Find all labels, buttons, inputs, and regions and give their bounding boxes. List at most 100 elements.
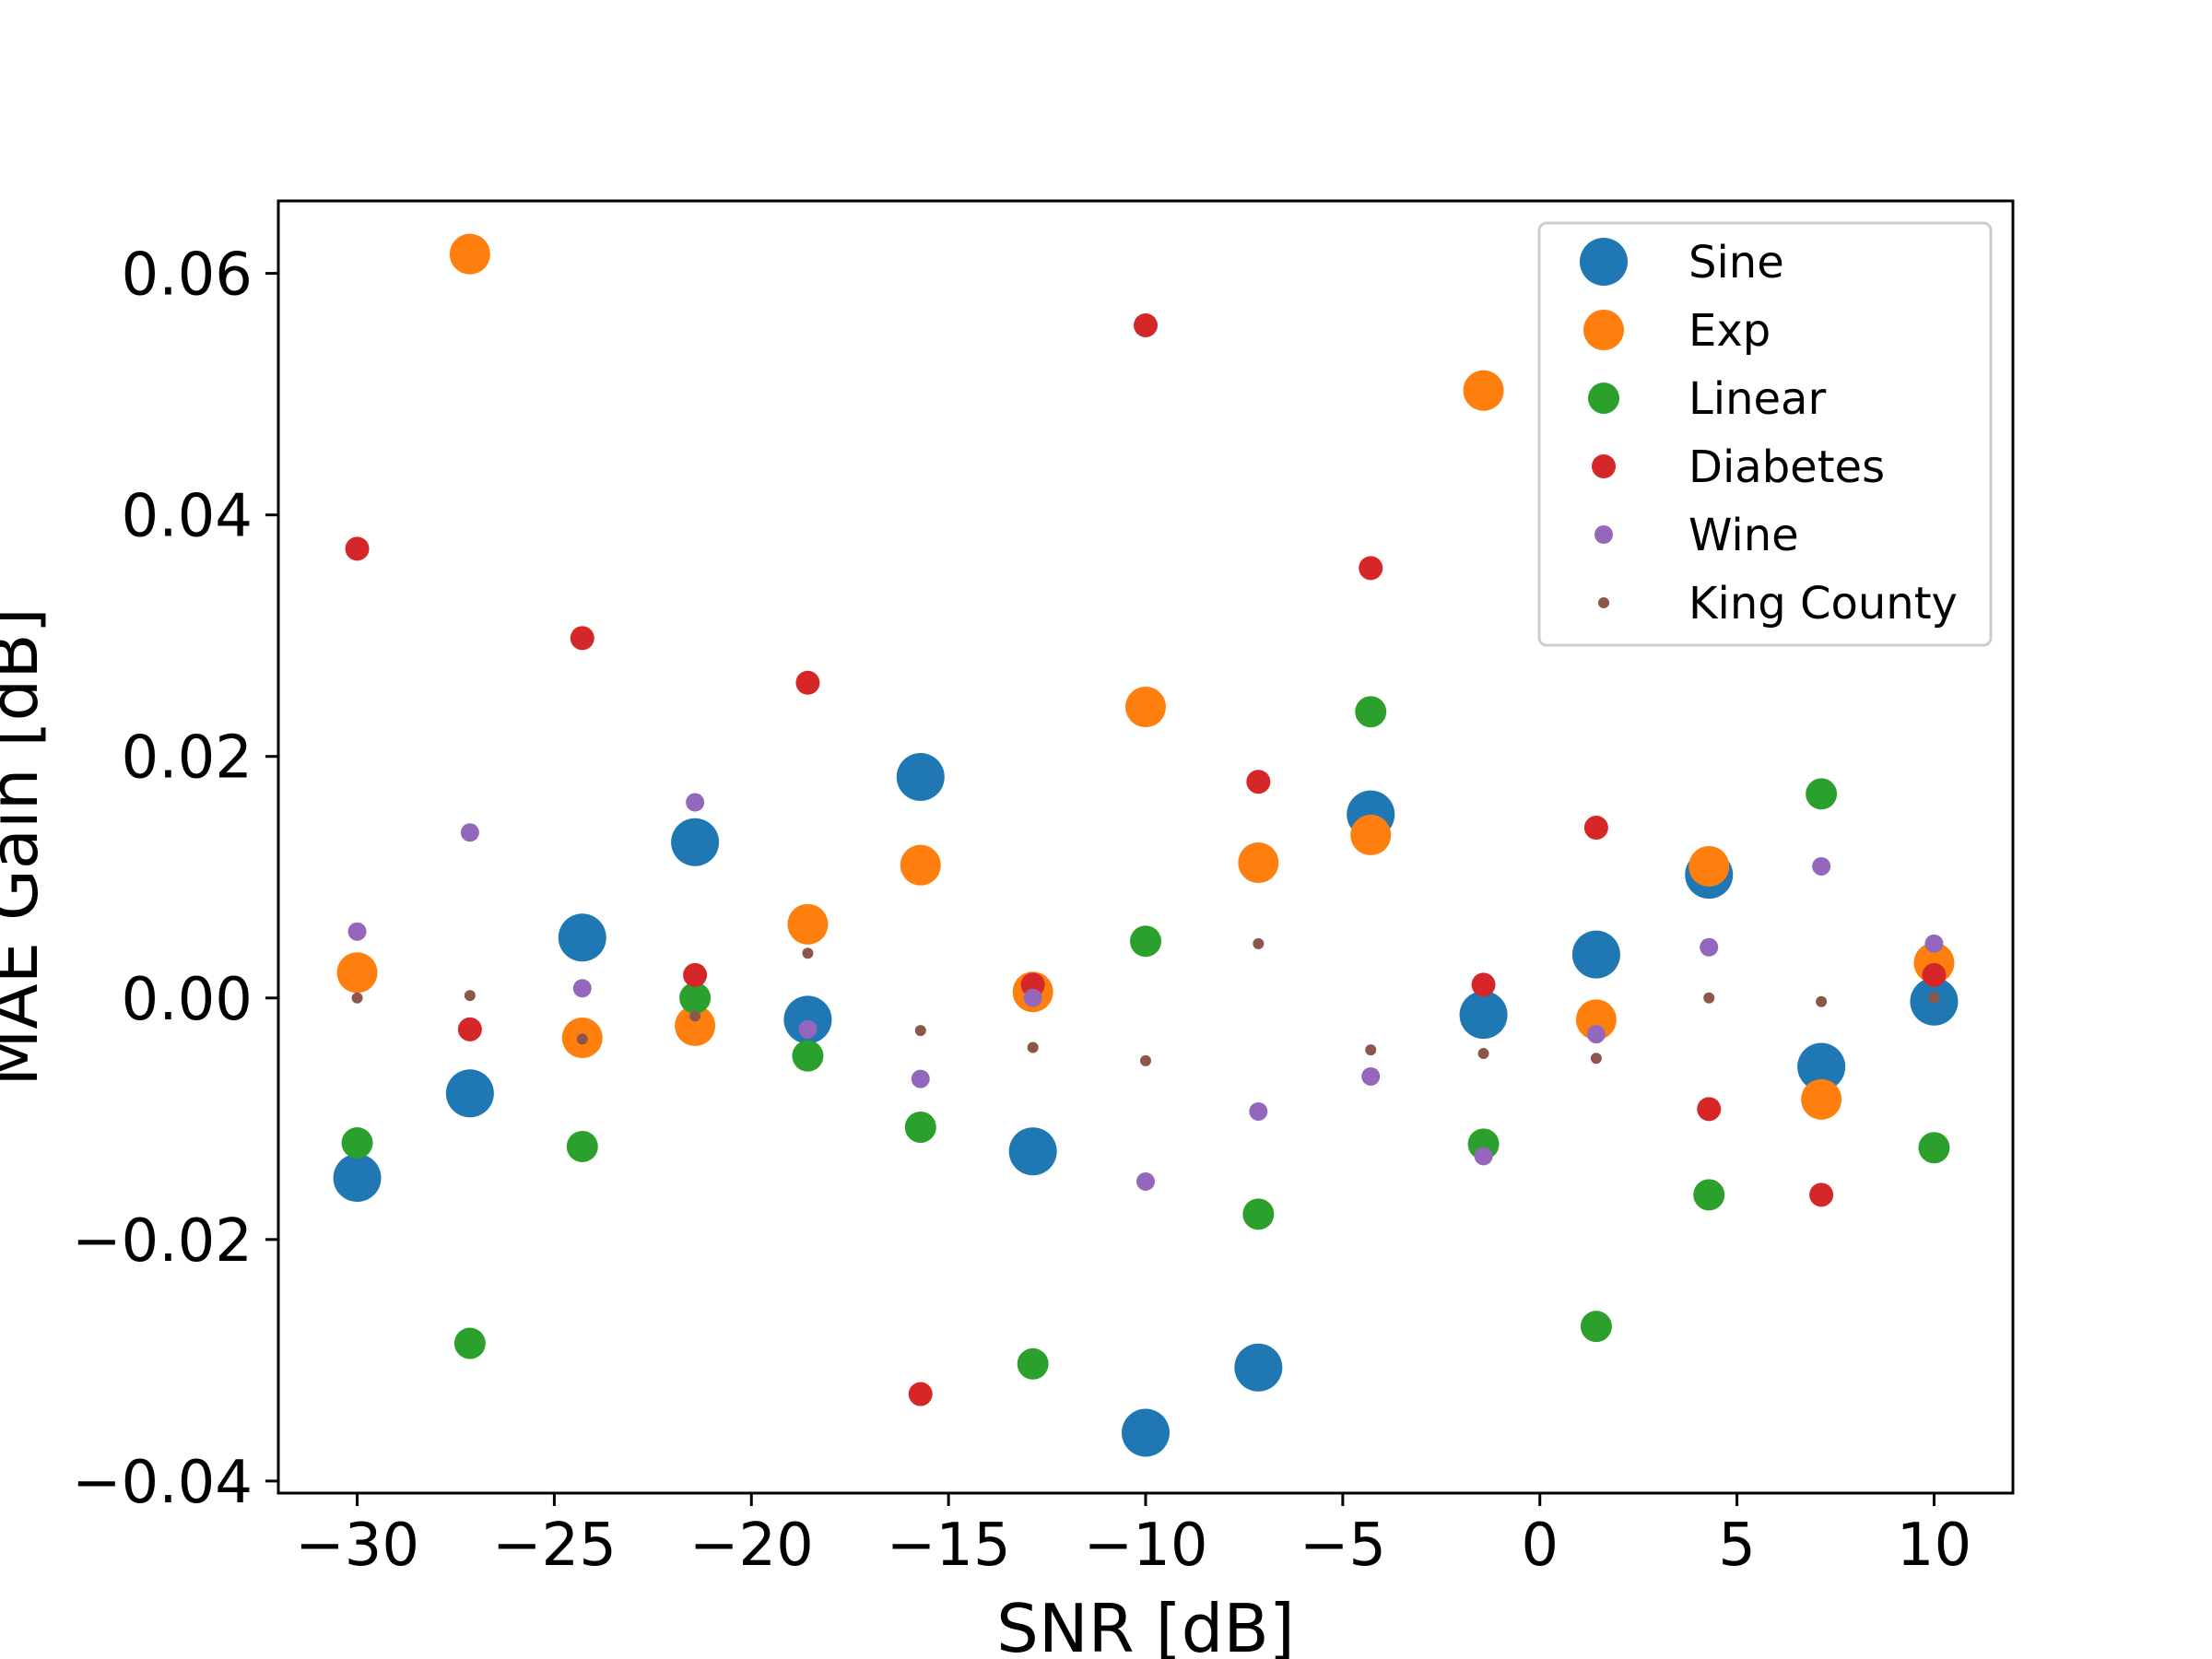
x-tick-label: 10 — [1897, 1512, 1971, 1580]
y-tick-label: 0.06 — [122, 241, 253, 310]
legend-marker-diabetes — [1592, 454, 1616, 478]
linear-point — [1806, 778, 1838, 810]
wine-point — [1136, 1171, 1155, 1191]
exp-point — [1463, 370, 1504, 411]
sine-point — [671, 818, 720, 866]
diabetes-point — [1697, 1097, 1722, 1122]
exp-point — [449, 233, 490, 275]
king-county-point — [914, 1025, 926, 1037]
x-tick-label: −30 — [295, 1512, 419, 1580]
diabetes-point — [1922, 962, 1947, 987]
king-county-point — [1365, 1044, 1377, 1056]
king-county-point — [464, 990, 476, 1002]
diabetes-point — [1134, 312, 1158, 337]
wine-point — [1361, 1066, 1381, 1086]
sine-point — [1008, 1127, 1057, 1176]
legend-marker-linear — [1588, 382, 1619, 414]
diabetes-point — [795, 670, 820, 695]
exp-point — [1688, 845, 1730, 887]
diabetes-point — [1583, 816, 1608, 841]
wine-point — [1812, 856, 1831, 876]
sine-point — [1122, 1408, 1170, 1457]
linear-point — [904, 1111, 936, 1143]
legend-marker-sine — [1580, 238, 1628, 286]
wine-point — [798, 1019, 818, 1039]
diabetes-point — [345, 536, 370, 561]
x-tick-label: −5 — [1300, 1512, 1386, 1580]
x-tick-label: 0 — [1521, 1512, 1559, 1580]
exp-point — [336, 952, 378, 994]
exp-point — [1801, 1078, 1842, 1120]
linear-point — [566, 1130, 598, 1162]
diabetes-point — [1020, 972, 1045, 997]
exp-point — [1350, 814, 1392, 855]
series-wine — [347, 793, 1944, 1191]
diabetes-point — [1471, 972, 1496, 997]
plot-area-frame — [276, 199, 2015, 1495]
sine-point — [558, 913, 606, 962]
king-county-point — [576, 1033, 588, 1045]
series-diabetes — [345, 312, 1947, 1406]
wine-point — [911, 1069, 930, 1088]
wine-point — [347, 922, 367, 941]
exp-point — [1238, 842, 1279, 884]
wine-point — [1249, 1101, 1268, 1121]
linear-point — [1017, 1347, 1049, 1380]
legend-label-linear: Linear — [1688, 373, 1826, 425]
linear-point — [1130, 925, 1161, 958]
king-county-point — [689, 1010, 701, 1022]
legend: Sine Exp Linear Diabetes Wine King County — [1537, 221, 1993, 647]
legend-marker-exp — [1583, 310, 1624, 350]
y-tick-label: 0.04 — [122, 483, 253, 551]
diabetes-point — [1809, 1182, 1834, 1207]
diabetes-point — [683, 962, 708, 987]
y-tick-label: 0.00 — [122, 966, 253, 1034]
y-tick-label: −0.04 — [72, 1449, 253, 1517]
linear-point — [1580, 1311, 1612, 1343]
king-county-point — [1928, 992, 1940, 1004]
legend-label-diabetes: Diabetes — [1688, 441, 1885, 493]
legend-frame — [1537, 221, 1993, 647]
king-county-point — [351, 992, 363, 1004]
king-county-point — [1703, 992, 1715, 1004]
wine-point — [460, 823, 479, 842]
x-tick-label: −10 — [1083, 1512, 1207, 1580]
sine-point — [1797, 1042, 1846, 1091]
y-tick-label: −0.02 — [72, 1207, 253, 1276]
x-axis-label: SNR [dB] — [996, 1590, 1295, 1659]
legend-marker-wine — [1594, 525, 1613, 544]
series-sine — [333, 753, 1959, 1457]
sine-point — [1571, 930, 1620, 979]
king-county-point — [1253, 937, 1265, 949]
exp-point — [1575, 999, 1617, 1041]
y-tick-label: 0.02 — [122, 724, 253, 793]
y-axis-label: MAE Gain [dB] — [0, 607, 53, 1086]
x-tick-label: −15 — [887, 1512, 1011, 1580]
wine-point — [686, 793, 705, 812]
king-county-point — [1477, 1048, 1489, 1060]
plot-markers — [333, 233, 1959, 1457]
linear-point — [679, 982, 712, 1014]
wine-point — [572, 979, 592, 998]
exp-point — [787, 903, 829, 945]
diabetes-point — [1246, 770, 1271, 794]
diabetes-point — [908, 1382, 933, 1406]
sine-point — [1459, 991, 1508, 1040]
linear-point — [341, 1127, 373, 1159]
king-county-point — [1140, 1054, 1151, 1066]
king-county-point — [1816, 995, 1828, 1007]
legend-label-sine: Sine — [1688, 237, 1784, 288]
linear-point — [1355, 696, 1387, 728]
diabetes-point — [457, 1017, 482, 1041]
legend-label-exp: Exp — [1688, 305, 1771, 357]
linear-point — [1918, 1132, 1950, 1164]
sine-point — [445, 1069, 494, 1118]
diabetes-point — [1359, 556, 1383, 581]
king-county-point — [802, 947, 814, 959]
diabetes-point — [570, 626, 594, 651]
axis-ticks: −30 −25 −20 −15 −10 −5 0 5 10 −0.04 −0.02 0.00 0.02 0… — [72, 241, 1971, 1580]
legend-marker-king-county — [1598, 597, 1609, 608]
wine-point — [1474, 1147, 1493, 1166]
sine-point — [783, 995, 832, 1044]
